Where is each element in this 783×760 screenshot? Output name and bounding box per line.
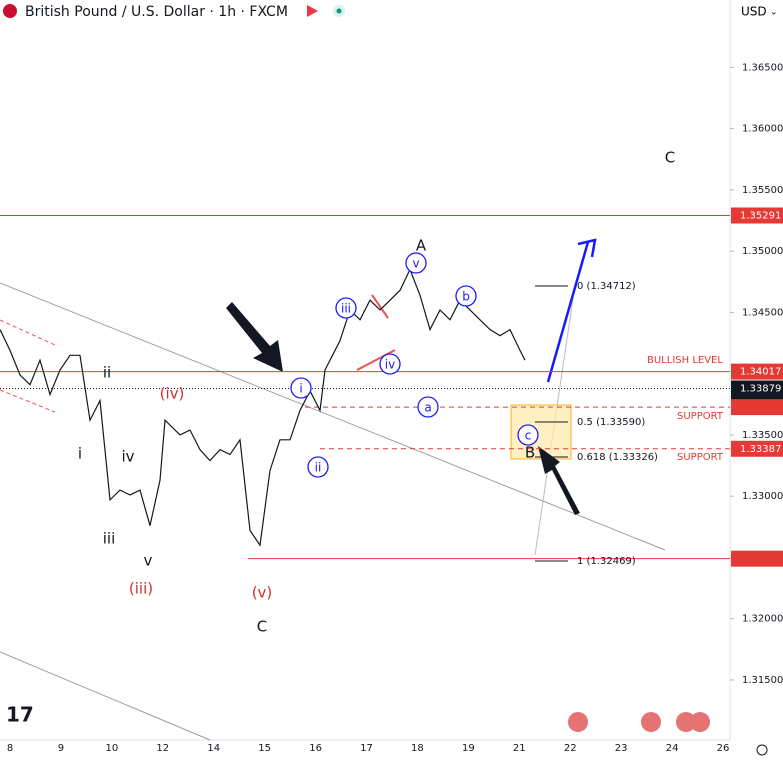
arrow: [538, 446, 580, 515]
x-tick-label: 26: [717, 743, 730, 754]
wave-label: (iv): [160, 385, 185, 403]
price-label-box: [731, 363, 783, 380]
settings-icon[interactable]: [756, 744, 768, 756]
y-tick-label: 1.33000: [742, 491, 783, 502]
x-tick-label: 17: [360, 743, 373, 754]
y-tick-label: 1.35500: [742, 185, 783, 196]
wedge-line: [371, 294, 389, 319]
wave-label: B: [525, 444, 535, 462]
y-tick-label: 1.35000: [742, 246, 783, 257]
tv-logo: 𝟭𝟳: [6, 703, 34, 727]
level-text: BULLISH LEVEL: [647, 355, 723, 366]
wave-label: iv: [385, 358, 395, 372]
x-tick-label: 23: [615, 743, 628, 754]
x-tick-label: 10: [105, 743, 118, 754]
fib-label: 0.5 (1.33590): [577, 417, 645, 428]
channel-line: [0, 389, 56, 413]
wave-label: A: [416, 237, 427, 255]
wave-label: c: [525, 429, 532, 443]
price-label-box: [731, 207, 783, 224]
x-tick-label: 14: [207, 743, 220, 754]
wave-label: v: [144, 552, 153, 570]
price-label-box: [731, 440, 783, 457]
wave-label: i: [78, 445, 82, 463]
flag-icon: [3, 4, 17, 18]
wave-circle: [405, 252, 427, 274]
x-tick-label: 18: [411, 743, 424, 754]
projection-arrow: [546, 241, 590, 383]
currency-dropdown[interactable]: ⌄: [770, 8, 778, 18]
wave-circle: [307, 456, 329, 478]
x-tick-label: 22: [564, 743, 577, 754]
x-tick-label: 19: [462, 743, 475, 754]
fib-label: 0 (1.34712): [577, 281, 636, 292]
y-tick-label: 1.36500: [742, 62, 783, 73]
price-label: 1.33879: [740, 384, 781, 395]
x-tick-label: 15: [258, 743, 271, 754]
event-icon[interactable]: [690, 712, 710, 732]
flag-marker[interactable]: [307, 5, 318, 17]
projection-arrow-head: [577, 238, 597, 258]
x-tick-label: 24: [666, 743, 679, 754]
x-tick-label: 16: [309, 743, 322, 754]
event-icon[interactable]: [568, 712, 588, 732]
wave-label: i: [299, 382, 302, 396]
x-tick-label: 9: [58, 743, 64, 754]
wave-label: C: [665, 149, 675, 167]
wave-circle: [455, 285, 477, 307]
price-label: 1.34017: [740, 367, 781, 378]
event-icon[interactable]: [676, 712, 696, 732]
price-label-box: [731, 399, 783, 416]
wave-label: ii: [315, 461, 322, 475]
wave-circle: [290, 377, 312, 399]
price-line: [0, 268, 526, 547]
wedge-line: [356, 349, 396, 371]
arrow: [226, 302, 283, 372]
wave-circle: [517, 424, 539, 446]
fib-label: 1 (1.32469): [577, 556, 636, 567]
price-label-box: [731, 380, 783, 397]
y-tick-label: 1.31500: [742, 675, 783, 686]
wave-label: b: [462, 290, 470, 304]
trend-line: [0, 651, 211, 741]
level-text: SUPPORT: [677, 452, 724, 463]
wave-circle: [379, 353, 401, 375]
wave-circle: [417, 396, 439, 418]
wave-label: (v): [252, 584, 273, 602]
symbol-title: British Pound / U.S. Dollar · 1h · FXCM: [25, 4, 288, 20]
trend-line: [0, 282, 666, 551]
fib-label: 0.618 (1.33326): [577, 452, 658, 463]
currency[interactable]: USD: [741, 5, 767, 19]
price-label-box: [731, 550, 783, 567]
event-icon[interactable]: [641, 712, 661, 732]
wave-label: a: [424, 401, 431, 415]
wave-label: v: [412, 257, 419, 271]
level-text: SUPPORT: [677, 411, 724, 422]
y-tick-label: 1.32000: [742, 614, 783, 625]
x-tick-label: 8: [7, 743, 13, 754]
wave-label: iv: [121, 448, 134, 466]
price-label: 1.35291: [740, 211, 781, 222]
price-label: 1.33387: [740, 444, 781, 455]
y-tick-label: 1.33500: [742, 430, 783, 441]
wave-label: iii: [103, 530, 116, 548]
x-tick-label: 21: [513, 743, 526, 754]
wave-label: iii: [341, 302, 351, 316]
wave-circle: [335, 297, 357, 319]
y-tick-label: 1.34500: [742, 307, 783, 318]
channel-line: [0, 319, 56, 346]
wave-label: ii: [103, 364, 111, 382]
x-tick-label: 12: [156, 743, 169, 754]
status-dot-inner: [336, 8, 342, 14]
wave-label: C: [257, 618, 267, 636]
y-tick-label: 1.36000: [742, 124, 783, 135]
wave-label: (iii): [129, 580, 153, 598]
